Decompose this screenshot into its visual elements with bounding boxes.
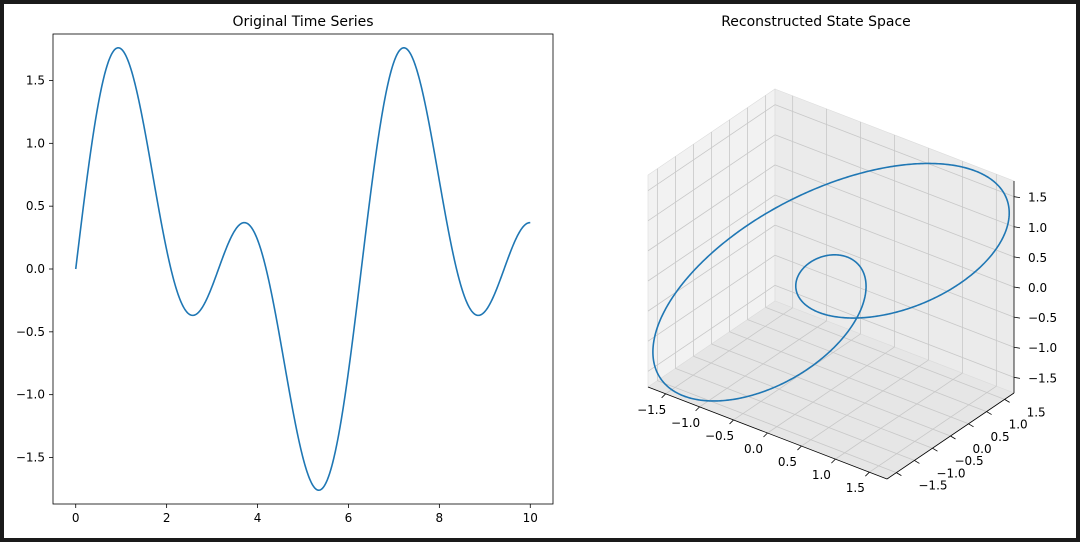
grid-line	[869, 385, 997, 473]
x-tick-label: −1.5	[637, 403, 666, 417]
grid-line	[774, 134, 1015, 228]
grid-line	[801, 359, 929, 447]
x-tick	[695, 406, 700, 412]
z-tick-label: −0.5	[1028, 311, 1057, 325]
z-tick	[1013, 286, 1021, 289]
z-tick-label: 0.5	[1028, 251, 1047, 265]
y-tick-label: 1.5	[1027, 405, 1046, 419]
grid-line	[774, 164, 1015, 258]
grid-line	[647, 134, 776, 222]
grid-line	[647, 164, 776, 252]
x-tick-label: 2	[163, 511, 171, 525]
x-tick	[729, 419, 734, 425]
y-tick	[932, 447, 938, 452]
y-tick	[896, 472, 902, 476]
y-tick-label: 1.5	[26, 73, 45, 87]
grid-line	[774, 104, 1015, 198]
series-line	[74, 46, 531, 492]
y-tick-label: −1.0	[16, 388, 45, 402]
chart-title-left: Original Time Series	[233, 14, 374, 30]
time-series-chart: Original Time Series 0 2 4 6 8 10 −1.5 −1.0 −0.…	[16, 14, 554, 525]
y-tick-label: −0.5	[16, 325, 45, 339]
grid-line	[729, 331, 969, 425]
y-tick-label: 0.0	[973, 442, 992, 456]
grid-line	[647, 104, 776, 191]
grid-line	[711, 343, 951, 437]
x-tick-label: 6	[345, 511, 353, 525]
figure: Original Time Series 0 2 4 6 8 10 −1.5 −1.0 −0.…	[4, 4, 1076, 538]
plot-area	[52, 33, 554, 505]
y-tick-label: −1.5	[918, 479, 947, 493]
z-tick-label: 0.0	[1028, 281, 1047, 295]
x-tick	[661, 393, 666, 399]
grid-line	[765, 306, 1005, 400]
state-space-chart: Reconstructed State Space −1.5−1.0−0.50.…	[637, 14, 1057, 495]
y-tick-label: −1.0	[936, 466, 965, 480]
z-tick	[1013, 346, 1021, 349]
y-tick-label: 0.5	[991, 430, 1010, 444]
y-tick-label: −0.5	[954, 454, 983, 468]
grid-line	[647, 194, 776, 282]
y-tick-label: −1.5	[16, 451, 45, 465]
x-tick-label: 1.5	[846, 481, 865, 495]
z-tick-label: −1.0	[1028, 341, 1057, 355]
x-tick	[831, 458, 836, 464]
x-tick	[763, 432, 768, 438]
z-tick	[1013, 316, 1021, 319]
chart-title-right: Reconstructed State Space	[721, 14, 911, 30]
y-tick-label: 1.0	[1009, 418, 1028, 432]
x-tick-label: 8	[436, 511, 444, 525]
x-tick-label: 0	[72, 511, 80, 525]
x-tick	[797, 445, 802, 451]
y-tick-label: 1.0	[26, 136, 45, 150]
z-tick-label: 1.0	[1028, 221, 1047, 235]
z-tick-label: −1.5	[1028, 371, 1057, 385]
z-tick	[1013, 196, 1021, 199]
x-tick-label: −1.0	[671, 416, 700, 430]
x-tick-label: 0.5	[778, 455, 797, 469]
z-tick	[1013, 256, 1021, 259]
y-tick-label: 0.0	[26, 262, 45, 276]
x-tick-label: 10	[523, 511, 538, 525]
z-tick-label: 1.5	[1028, 191, 1047, 205]
x-tick	[865, 471, 870, 477]
x-tick-label: 4	[254, 511, 262, 525]
grid-line	[747, 319, 987, 412]
x-tick-label: 1.0	[812, 468, 831, 482]
z-tick	[1013, 376, 1021, 379]
grid-line	[835, 372, 963, 460]
y-tick	[950, 435, 956, 440]
y-tick	[914, 460, 920, 464]
y-tick	[1004, 399, 1010, 403]
z-tick	[1013, 226, 1021, 229]
x-tick-label: 0.0	[744, 442, 763, 456]
y-tick	[986, 411, 992, 415]
y-tick	[968, 423, 974, 428]
y-tick-label: 0.5	[26, 199, 45, 213]
trajectory-line	[652, 162, 1011, 402]
x-tick-label: −0.5	[705, 429, 734, 443]
